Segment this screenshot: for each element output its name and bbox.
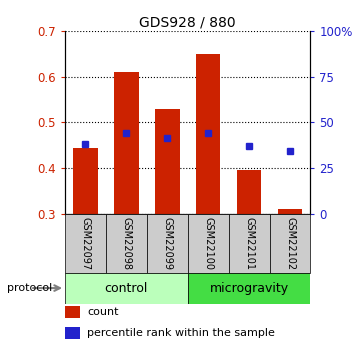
Text: GSM22097: GSM22097	[81, 217, 91, 270]
Text: GSM22102: GSM22102	[285, 217, 295, 270]
Bar	[196, 54, 221, 214]
Bar	[278, 209, 302, 214]
Bar	[229, 214, 270, 273]
Text: control: control	[105, 282, 148, 295]
Bar	[65, 273, 188, 304]
Text: GSM22100: GSM22100	[203, 217, 213, 270]
Bar	[73, 148, 98, 214]
Title: GDS928 / 880: GDS928 / 880	[139, 16, 236, 30]
Bar	[65, 214, 106, 273]
Bar	[147, 214, 188, 273]
Bar	[65, 306, 80, 318]
Bar	[237, 170, 261, 214]
Text: percentile rank within the sample: percentile rank within the sample	[87, 328, 275, 338]
Text: count: count	[87, 307, 118, 317]
Bar	[188, 273, 310, 304]
Bar	[188, 214, 229, 273]
Text: GSM22101: GSM22101	[244, 217, 254, 270]
Text: microgravity: microgravity	[209, 282, 289, 295]
Bar	[270, 214, 310, 273]
Bar	[155, 109, 179, 214]
Text: GSM22099: GSM22099	[162, 217, 172, 270]
Bar	[106, 214, 147, 273]
Text: protocol: protocol	[7, 283, 52, 293]
Text: GSM22098: GSM22098	[121, 217, 131, 270]
Bar	[65, 327, 80, 339]
Bar	[114, 72, 139, 214]
